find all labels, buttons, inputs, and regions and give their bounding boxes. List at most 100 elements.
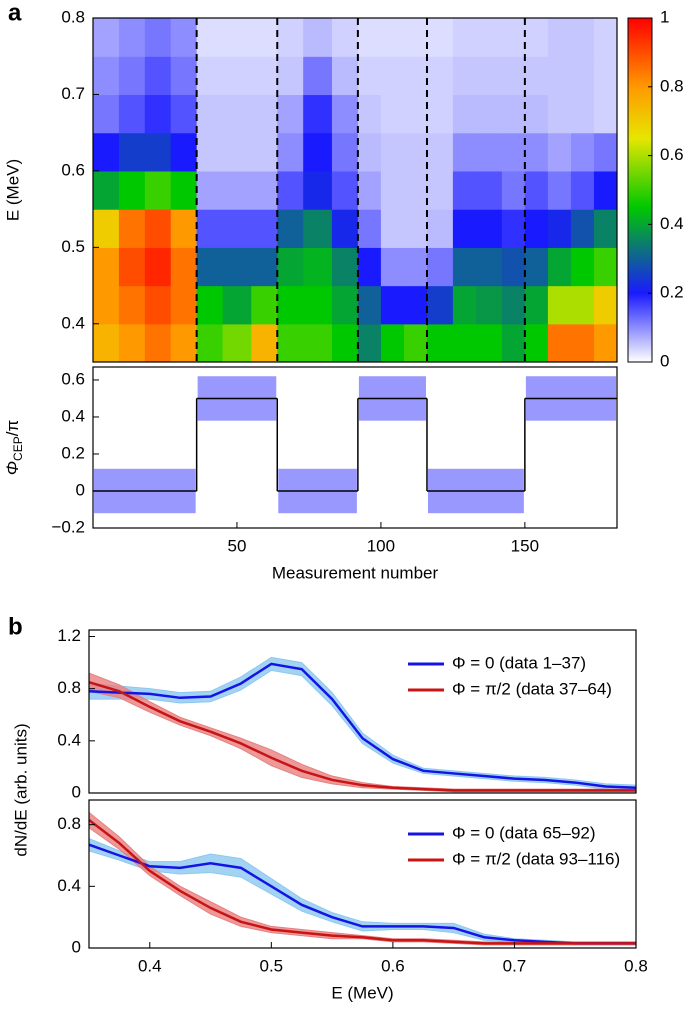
heat-cell (427, 94, 454, 133)
plot-area (93, 18, 618, 363)
heat-cell (525, 209, 549, 248)
heat-cell (404, 324, 428, 363)
colorbar-tick-label: 0.6 (660, 145, 684, 164)
heat-cell (145, 247, 172, 286)
heat-cell (277, 209, 304, 248)
heat-cell (381, 56, 405, 95)
heat-cell (277, 94, 304, 133)
heat-cell (197, 286, 224, 325)
y-tick-label: 0.8 (61, 7, 85, 26)
heat-cell (251, 286, 278, 325)
x-tick-label: 100 (367, 536, 395, 555)
heat-cell (251, 18, 278, 57)
heat-cell (171, 286, 198, 325)
heat-cell (332, 94, 359, 133)
x-axis-label: Measurement number (272, 563, 439, 582)
heat-cell (404, 171, 428, 210)
heat-cell (571, 133, 595, 172)
heat-cell (358, 133, 382, 172)
heat-cell (251, 209, 278, 248)
heat-cell (171, 56, 198, 95)
heat-cell (145, 56, 172, 95)
heat-cell (358, 324, 382, 363)
heat-cell (358, 209, 382, 248)
heat-cell (525, 94, 549, 133)
heat-cell (145, 324, 172, 363)
heat-cell (381, 247, 405, 286)
x-axis-label: E (MeV) (331, 983, 393, 1002)
y-tick-label: 0.2 (61, 443, 85, 462)
heat-cell (453, 18, 477, 57)
heat-cell (223, 133, 252, 172)
heat-cell (404, 94, 428, 133)
heat-cell (119, 56, 146, 95)
heat-cell (502, 209, 526, 248)
heat-cell (427, 247, 454, 286)
y-tick-label: 0.4 (57, 876, 81, 895)
heat-cell (277, 324, 304, 363)
x-tick-label: 0.8 (624, 956, 648, 975)
heat-cell (303, 209, 332, 248)
heat-cell (332, 171, 359, 210)
heat-cell (332, 18, 359, 57)
heat-cell (171, 94, 198, 133)
heat-cell (197, 209, 224, 248)
heat-cell (145, 209, 172, 248)
heat-cell (594, 56, 618, 95)
heat-cell (223, 247, 252, 286)
heat-cell (502, 286, 526, 325)
heat-cell (171, 133, 198, 172)
heat-cell (358, 171, 382, 210)
heat-cell (453, 286, 477, 325)
heat-cell (502, 324, 526, 363)
colorbar-tick-label: 0 (660, 351, 669, 370)
x-tick-label: 0.6 (381, 956, 405, 975)
heat-cell (277, 133, 304, 172)
heat-cell (119, 247, 146, 286)
heat-cell (404, 56, 428, 95)
heat-cell (93, 94, 120, 133)
heat-cell (171, 324, 198, 363)
error-band (89, 657, 636, 790)
y-tick-label: 0.4 (61, 313, 85, 332)
heat-cell (332, 324, 359, 363)
y-tick-label: 0.7 (61, 84, 85, 103)
heat-cell (145, 286, 172, 325)
heat-cell (594, 94, 618, 133)
x-tick-label: 0.7 (503, 956, 527, 975)
heat-cell (453, 171, 477, 210)
heat-cell (93, 324, 120, 363)
heat-cell (381, 209, 405, 248)
y-axis-label: ΦCEP/π (3, 420, 25, 475)
heat-cell (571, 18, 595, 57)
heat-cell (171, 18, 198, 57)
y-tick-label: 1.2 (57, 626, 81, 645)
y-axis-label: E (MeV) (3, 159, 22, 221)
heat-cell (427, 133, 454, 172)
heat-cell (453, 209, 477, 248)
y-tick-label: 0 (72, 782, 81, 801)
heat-cell (358, 247, 382, 286)
heat-cell (223, 209, 252, 248)
heat-cell (303, 94, 332, 133)
heat-cell (251, 133, 278, 172)
heat-cell (119, 94, 146, 133)
heat-cell (93, 56, 120, 95)
x-tick-label: 50 (227, 536, 246, 555)
heat-cell (197, 56, 224, 95)
heat-cell (277, 56, 304, 95)
heat-cell (119, 209, 146, 248)
heat-cell (93, 171, 120, 210)
heat-cell (251, 94, 278, 133)
heat-cell (548, 133, 572, 172)
heat-cell (119, 324, 146, 363)
heat-cell (197, 94, 224, 133)
heat-cell (571, 171, 595, 210)
heat-cell (502, 171, 526, 210)
heat-cell (303, 247, 332, 286)
heat-cell (303, 133, 332, 172)
heat-cell (197, 171, 224, 210)
heat-cell (332, 247, 359, 286)
heat-cell (571, 286, 595, 325)
heat-cell (93, 18, 120, 57)
